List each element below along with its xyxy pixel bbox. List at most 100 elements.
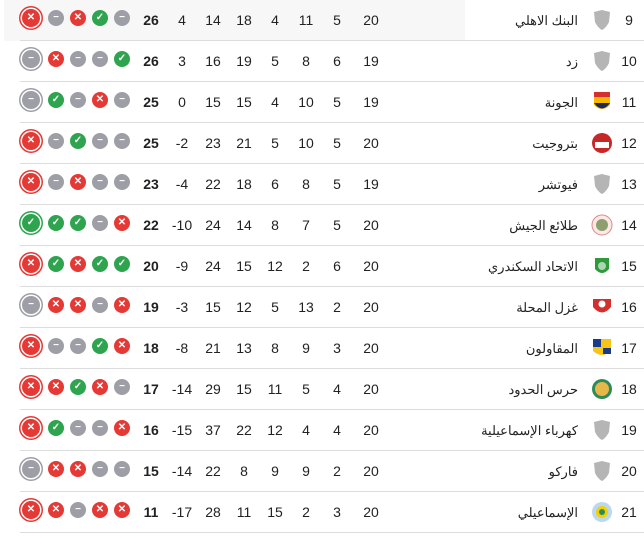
- form-x-icon[interactable]: ✕: [70, 461, 86, 477]
- form-minus-icon[interactable]: −: [70, 92, 86, 108]
- form-x-icon[interactable]: ✕: [48, 461, 64, 477]
- team-name[interactable]: الجونة: [544, 95, 578, 110]
- team-name[interactable]: البنك الاهلي: [514, 13, 578, 28]
- form-minus-icon[interactable]: −: [70, 420, 86, 436]
- form-minus-icon[interactable]: −: [92, 51, 108, 67]
- form-x-icon[interactable]: ✕: [70, 256, 86, 272]
- form-minus-icon[interactable]: −: [114, 92, 130, 108]
- table-row[interactable]: ✕ − ✕ − −19 5 8 6 18 22 -4 23 فيوتشر 13: [0, 164, 644, 205]
- position: 21: [621, 504, 637, 520]
- form-x-icon[interactable]: ✕: [22, 173, 40, 191]
- form-x-icon[interactable]: ✕: [70, 174, 86, 190]
- team-name[interactable]: فيوتشر: [538, 177, 578, 192]
- table-row[interactable]: ✕ ✕ ✓ ✕ −20 4 5 11 15 29 -14 17 حرس الحدود 18: [0, 369, 644, 410]
- form-minus-icon[interactable]: −: [114, 133, 130, 149]
- cell-gd: -14: [171, 463, 193, 479]
- table-row[interactable]: − ✕ ✕ − −20 2 9 9 8 22 -14 15 فاركو 20: [0, 451, 644, 492]
- form-minus-icon[interactable]: −: [92, 174, 108, 190]
- position: 20: [621, 463, 637, 479]
- form-minus-icon[interactable]: −: [92, 215, 108, 231]
- form-x-icon[interactable]: ✕: [22, 501, 40, 519]
- form-check-icon[interactable]: ✓: [92, 256, 108, 272]
- form-guide: − ✕ − − ✓: [20, 50, 136, 68]
- form-check-icon[interactable]: ✓: [114, 51, 130, 67]
- form-x-icon[interactable]: ✕: [70, 297, 86, 313]
- team-name[interactable]: زد: [565, 54, 578, 69]
- team-name[interactable]: الاتحاد السكندري: [488, 259, 578, 274]
- form-check-icon[interactable]: ✓: [114, 256, 130, 272]
- form-minus-icon[interactable]: −: [114, 461, 130, 477]
- team-name[interactable]: فاركو: [548, 464, 578, 479]
- table-row[interactable]: ✕ ✓ − − ✕ 20 4 4 12 22 37 -15 16 كهرباء الإسماعيلية 19: [0, 410, 644, 451]
- cell-d: 10: [298, 135, 314, 151]
- table-row[interactable]: ✕ ✕ − ✕ ✕ 20 3 2 15 11 28 -17 11 الإسماعيلي 21: [0, 492, 644, 533]
- form-minus-icon[interactable]: −: [70, 502, 86, 518]
- form-x-icon[interactable]: ✕: [22, 255, 40, 273]
- form-x-icon[interactable]: ✕: [48, 502, 64, 518]
- form-x-icon[interactable]: ✕: [22, 419, 40, 437]
- form-minus-icon[interactable]: −: [70, 338, 86, 354]
- form-check-icon[interactable]: ✓: [48, 92, 64, 108]
- form-minus-icon[interactable]: −: [70, 51, 86, 67]
- form-minus-icon[interactable]: −: [22, 50, 40, 68]
- form-x-icon[interactable]: ✕: [70, 10, 86, 26]
- form-x-icon[interactable]: ✕: [22, 337, 40, 355]
- team-name[interactable]: طلائع الجيش: [509, 218, 578, 233]
- form-minus-icon[interactable]: −: [114, 10, 130, 26]
- form-minus-icon[interactable]: −: [92, 420, 108, 436]
- form-x-icon[interactable]: ✕: [114, 297, 130, 313]
- form-minus-icon[interactable]: −: [48, 133, 64, 149]
- form-x-icon[interactable]: ✕: [92, 502, 108, 518]
- cell-gf: 15: [236, 94, 252, 110]
- table-row[interactable]: ✕ − ✕ ✓ −20 5 11 4 18 14 4 26 البنك الاهلي 9: [0, 0, 644, 41]
- form-minus-icon[interactable]: −: [48, 338, 64, 354]
- form-x-icon[interactable]: ✕: [22, 378, 40, 396]
- table-row[interactable]: ✕ − − ✓ ✕ 20 3 9 8 13 21 -8 18 المقاولون 17: [0, 328, 644, 369]
- form-check-icon[interactable]: ✓: [92, 338, 108, 354]
- form-x-icon[interactable]: ✕: [114, 338, 130, 354]
- form-check-icon[interactable]: ✓: [48, 420, 64, 436]
- form-minus-icon[interactable]: −: [48, 174, 64, 190]
- form-x-icon[interactable]: ✕: [48, 297, 64, 313]
- team-name[interactable]: كهرباء الإسماعيلية: [481, 423, 578, 438]
- form-check-icon[interactable]: ✓: [48, 215, 64, 231]
- form-check-icon[interactable]: ✓: [70, 215, 86, 231]
- form-check-icon[interactable]: ✓: [22, 214, 40, 232]
- form-check-icon[interactable]: ✓: [70, 133, 86, 149]
- form-x-icon[interactable]: ✕: [92, 379, 108, 395]
- table-row[interactable]: − ✕ ✕ − ✕ 20 2 13 5 12 15 -3 19 غزل المحلة 16: [0, 287, 644, 328]
- table-row[interactable]: − ✕ − − ✓ 19 6 8 5 19 16 3 26 زد 10: [0, 41, 644, 82]
- form-check-icon[interactable]: ✓: [92, 10, 108, 26]
- form-check-icon[interactable]: ✓: [48, 256, 64, 272]
- team-name[interactable]: حرس الحدود: [508, 382, 578, 397]
- team-name[interactable]: غزل المحلة: [516, 300, 578, 315]
- team-name[interactable]: الإسماعيلي: [517, 505, 578, 520]
- table-row[interactable]: ✓ ✓ ✓ − ✕ 20 5 7 8 14 24 -10 22 طلائع الجيش 14: [0, 205, 644, 246]
- form-minus-icon[interactable]: −: [92, 133, 108, 149]
- table-row[interactable]: ✕ ✓ ✕ ✓ ✓ 20 6 2 12 15 24 -9 20 الاتحاد السكندري 15: [0, 246, 644, 287]
- form-check-icon[interactable]: ✓: [70, 379, 86, 395]
- form-minus-icon[interactable]: −: [92, 297, 108, 313]
- form-x-icon[interactable]: ✕: [114, 502, 130, 518]
- form-x-icon[interactable]: ✕: [22, 132, 40, 150]
- table-row[interactable]: ✕ − ✓ − −20 5 10 5 21 23 -2 25 بتروجيت 12: [0, 123, 644, 164]
- form-minus-icon[interactable]: −: [114, 379, 130, 395]
- form-x-icon[interactable]: ✕: [114, 420, 130, 436]
- form-minus-icon[interactable]: −: [114, 174, 130, 190]
- form-minus-icon[interactable]: −: [92, 461, 108, 477]
- row-divider: [20, 409, 644, 410]
- form-x-icon[interactable]: ✕: [114, 215, 130, 231]
- form-minus-icon[interactable]: −: [22, 296, 40, 314]
- form-minus-icon[interactable]: −: [22, 91, 40, 109]
- form-x-icon[interactable]: ✕: [48, 51, 64, 67]
- form-minus-icon[interactable]: −: [22, 460, 40, 478]
- cell-p: 20: [363, 340, 379, 356]
- table-row[interactable]: − ✓ − ✕ −19 5 10 4 15 15 0 25 الجونة 11: [0, 82, 644, 123]
- team-name[interactable]: بتروجيت: [532, 136, 578, 151]
- form-minus-icon[interactable]: −: [48, 10, 64, 26]
- form-x-icon[interactable]: ✕: [22, 9, 40, 27]
- form-x-icon[interactable]: ✕: [48, 379, 64, 395]
- team-name[interactable]: المقاولون: [525, 341, 578, 356]
- cell-p: 19: [363, 176, 379, 192]
- form-x-icon[interactable]: ✕: [92, 92, 108, 108]
